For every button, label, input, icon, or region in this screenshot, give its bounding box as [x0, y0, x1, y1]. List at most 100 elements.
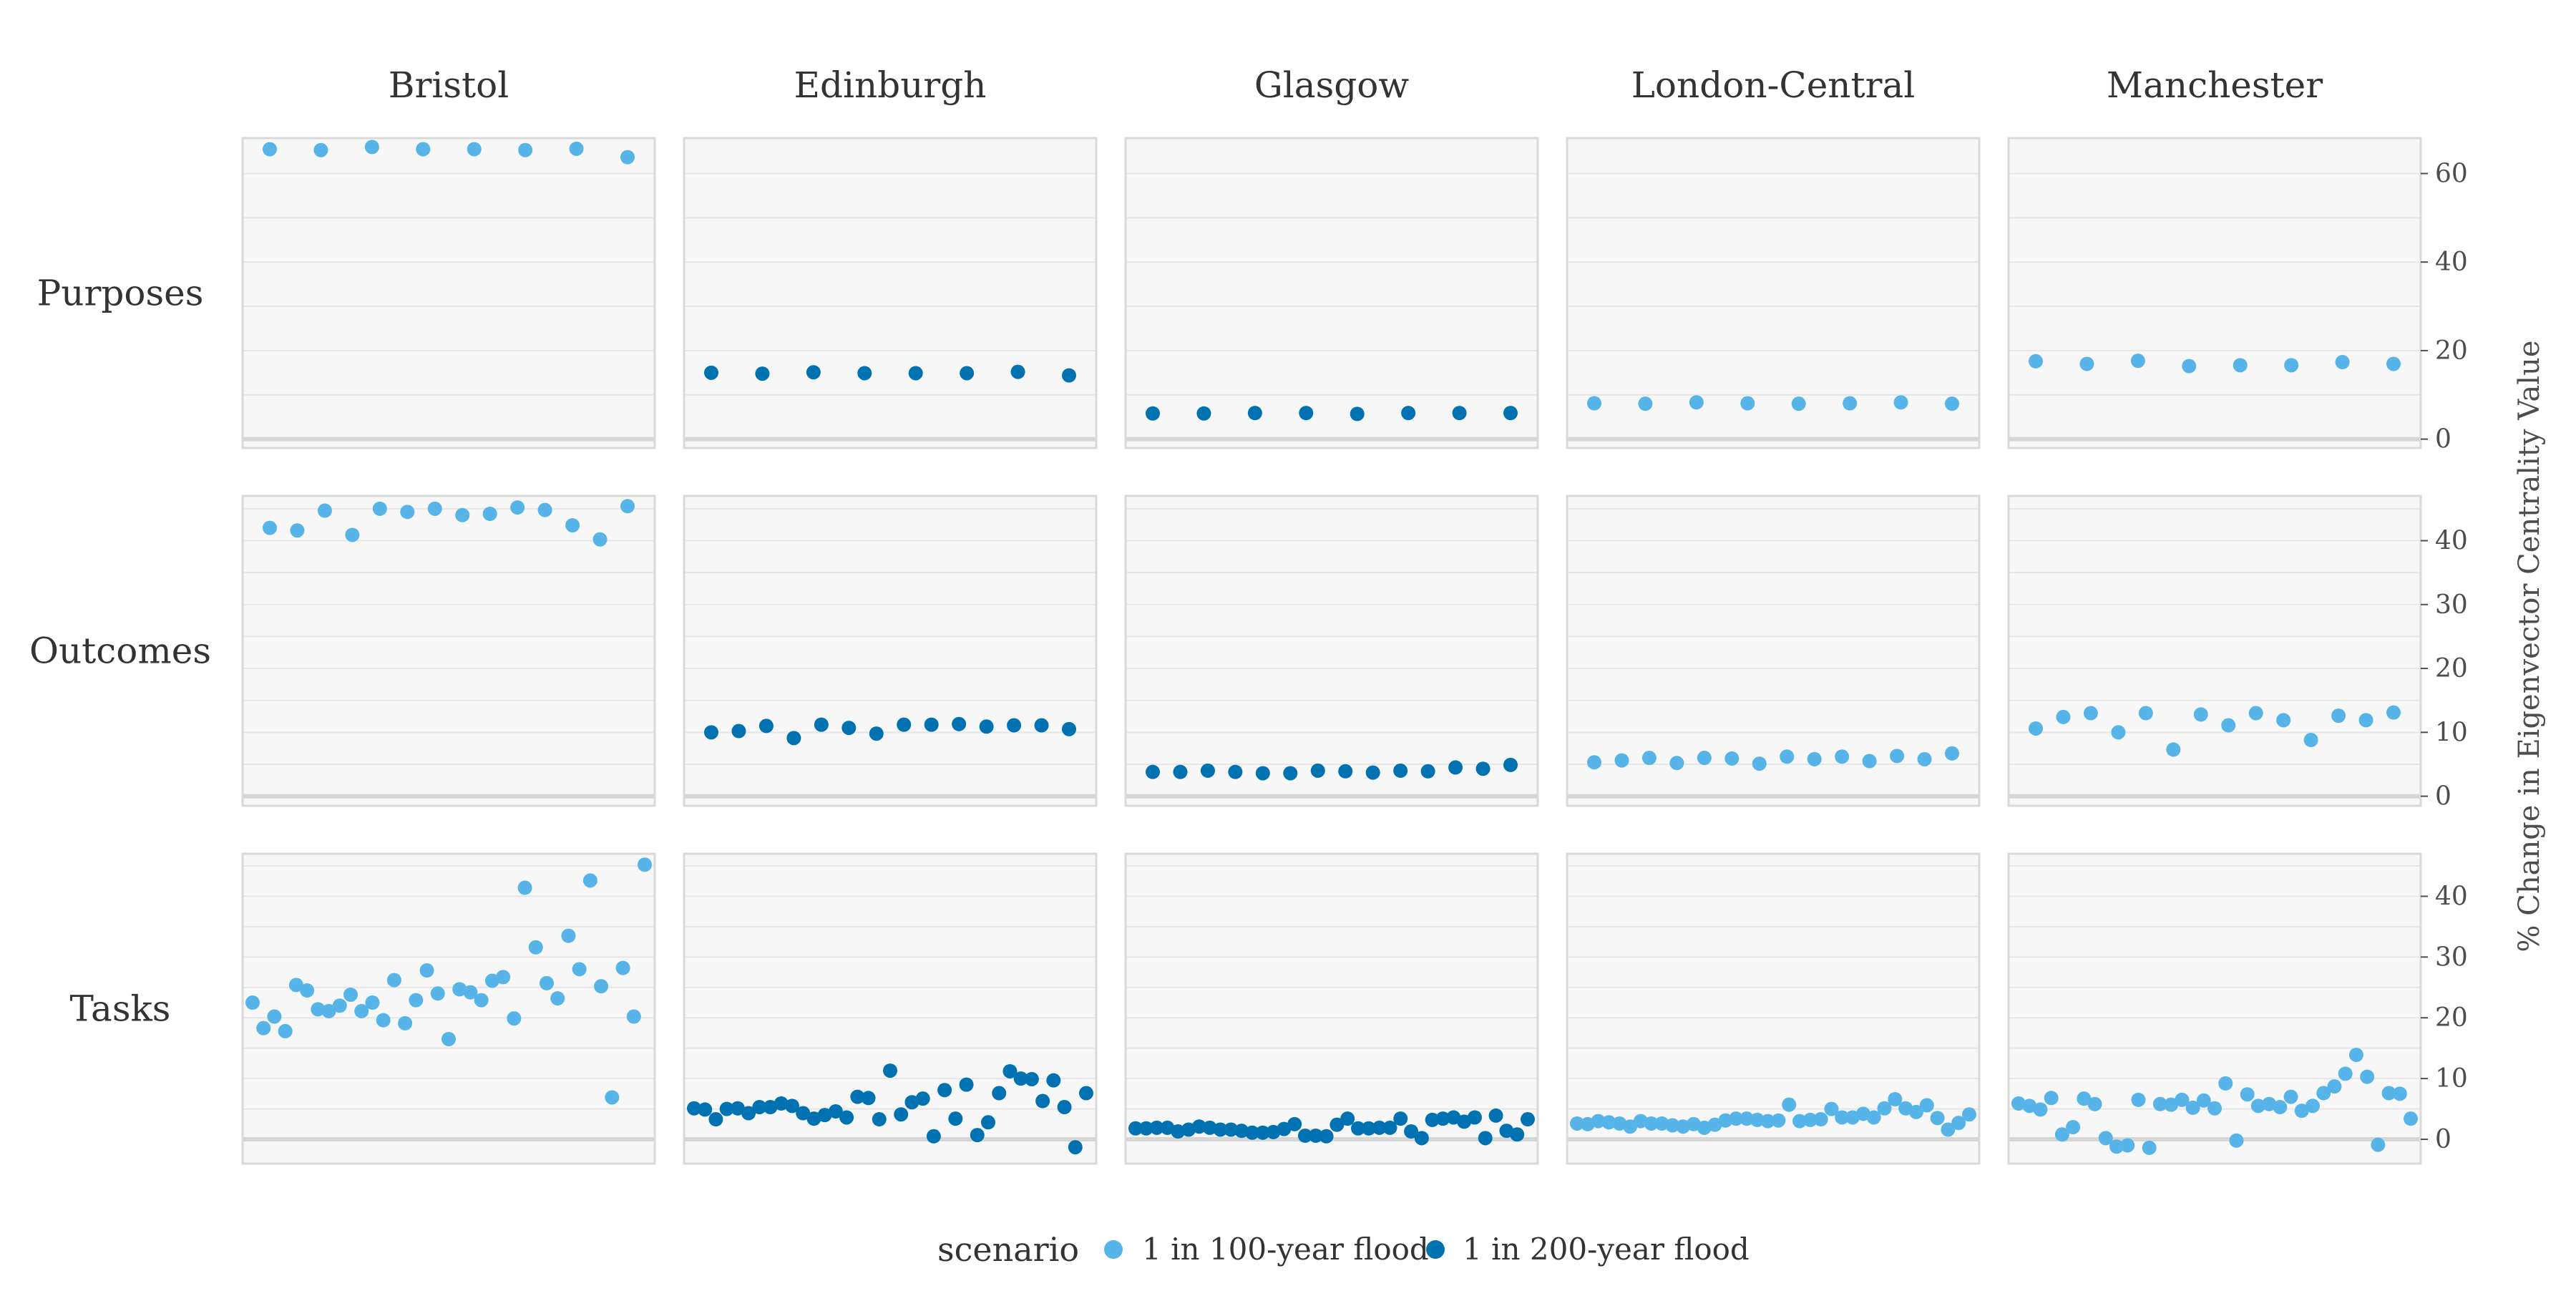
data-point-tasks-london-central — [1570, 1116, 1584, 1131]
data-point-tasks-bristol — [376, 1013, 391, 1028]
panel-background — [1567, 496, 1979, 806]
data-point-purposes-london-central — [1945, 396, 1959, 411]
data-point-tasks-manchester — [2262, 1096, 2277, 1111]
data-point-outcomes-edinburgh — [731, 724, 746, 739]
column-title-bristol: Bristol — [389, 64, 509, 106]
data-point-outcomes-manchester — [2358, 713, 2373, 728]
data-point-tasks-glasgow — [1340, 1111, 1355, 1126]
data-point-outcomes-glasgow — [1475, 761, 1491, 776]
data-point-tasks-glasgow — [1255, 1125, 1270, 1140]
data-point-outcomes-edinburgh — [841, 721, 857, 736]
data-point-tasks-bristol — [452, 982, 467, 997]
data-point-outcomes-manchester — [2276, 713, 2291, 728]
data-point-outcomes-edinburgh — [952, 716, 967, 731]
data-point-outcomes-edinburgh — [1062, 721, 1076, 736]
panel-outcomes-glasgow — [1124, 495, 1539, 807]
data-point-tasks-edinburgh — [861, 1091, 876, 1106]
data-point-tasks-london-central — [1802, 1112, 1818, 1127]
panel-border — [1124, 137, 1539, 449]
data-point-purposes-edinburgh — [1010, 364, 1025, 379]
data-point-tasks-london-central — [1729, 1111, 1744, 1126]
data-point-tasks-glasgow — [1244, 1125, 1259, 1140]
data-point-tasks-london-central — [1750, 1112, 1765, 1127]
data-point-outcomes-bristol — [290, 523, 305, 538]
data-point-outcomes-glasgow — [1228, 764, 1243, 779]
data-point-tasks-manchester — [2196, 1093, 2211, 1108]
data-point-purposes-edinburgh — [806, 365, 821, 380]
data-point-outcomes-bristol — [263, 520, 277, 535]
data-point-tasks-glasgow — [1138, 1121, 1153, 1136]
data-point-tasks-bristol — [332, 998, 347, 1013]
data-point-outcomes-london-central — [1835, 749, 1850, 764]
data-point-outcomes-glasgow — [1283, 766, 1298, 781]
data-point-outcomes-edinburgh — [1007, 718, 1022, 733]
data-point-tasks-bristol — [615, 960, 630, 975]
data-point-outcomes-edinburgh — [979, 719, 994, 734]
data-point-tasks-bristol — [343, 987, 358, 1002]
data-point-tasks-bristol — [398, 1015, 413, 1031]
data-point-purposes-manchester — [2029, 354, 2043, 369]
data-point-purposes-bristol — [313, 142, 328, 157]
y-tick-label: 20 — [2435, 336, 2468, 366]
panel-border — [2007, 137, 2422, 449]
data-point-tasks-bristol — [354, 1003, 369, 1018]
panel-border — [683, 852, 1098, 1165]
data-point-outcomes-bristol — [455, 507, 470, 522]
data-point-tasks-london-central — [1760, 1114, 1775, 1129]
data-point-tasks-glasgow — [1467, 1110, 1482, 1125]
data-point-tasks-bristol — [409, 993, 424, 1008]
data-point-purposes-glasgow — [1401, 406, 1416, 421]
data-point-outcomes-london-central — [1862, 754, 1877, 769]
data-point-tasks-london-central — [1782, 1097, 1797, 1112]
data-point-tasks-glasgow — [1171, 1124, 1186, 1139]
data-point-tasks-london-central — [1888, 1092, 1903, 1107]
panel-border — [683, 137, 1098, 449]
panel-purposes-edinburgh — [683, 137, 1098, 449]
data-point-purposes-glasgow — [1503, 406, 1518, 421]
panel-background — [684, 138, 1096, 448]
data-point-tasks-manchester — [2250, 1098, 2265, 1114]
data-point-purposes-manchester — [2182, 359, 2197, 374]
data-point-tasks-manchester — [2022, 1098, 2037, 1114]
data-point-tasks-edinburgh — [828, 1104, 843, 1119]
data-point-outcomes-london-central — [1641, 751, 1657, 766]
data-point-tasks-edinburgh — [1057, 1100, 1072, 1115]
facet-panels — [241, 137, 2422, 1165]
data-point-outcomes-bristol — [510, 500, 525, 515]
column-title-glasgow: Glasgow — [1254, 64, 1410, 106]
panel-background — [2009, 496, 2421, 806]
y-tick-label: 30 — [2435, 590, 2468, 620]
panel-tasks-manchester — [2007, 852, 2422, 1165]
data-point-tasks-manchester — [2348, 1048, 2363, 1063]
data-point-outcomes-glasgow — [1393, 763, 1408, 778]
data-point-outcomes-manchester — [2166, 742, 2181, 757]
data-point-tasks-glasgow — [1287, 1116, 1302, 1131]
data-point-tasks-manchester — [2207, 1101, 2222, 1116]
data-point-tasks-bristol — [507, 1011, 522, 1026]
data-point-tasks-bristol — [365, 995, 380, 1010]
column-title-manchester: Manchester — [2107, 64, 2323, 106]
y-tick-label: 40 — [2435, 526, 2468, 555]
data-point-tasks-manchester — [2142, 1140, 2157, 1155]
data-point-tasks-bristol — [430, 986, 445, 1001]
y-tick-label: 40 — [2435, 882, 2468, 911]
panel-background — [2009, 854, 2421, 1164]
data-point-outcomes-glasgow — [1146, 764, 1160, 779]
y-axes: 0 20 40 60 0 10 20 30 40 0 10 20 30 40 — [2421, 159, 2468, 1154]
data-point-outcomes-bristol — [345, 527, 360, 542]
data-point-outcomes-bristol — [427, 501, 442, 516]
data-point-tasks-manchester — [2131, 1092, 2146, 1107]
data-point-outcomes-london-central — [1752, 756, 1767, 771]
panel-background — [1567, 138, 1979, 448]
data-point-tasks-manchester — [2077, 1091, 2092, 1106]
data-point-tasks-bristol — [550, 991, 565, 1006]
data-point-purposes-manchester — [2284, 358, 2299, 373]
data-point-outcomes-london-central — [1890, 749, 1905, 764]
data-point-outcomes-edinburgh — [869, 726, 884, 741]
data-point-tasks-edinburgh — [915, 1091, 930, 1106]
data-point-tasks-glasgow — [1361, 1121, 1376, 1136]
data-point-purposes-london-central — [1587, 396, 1601, 411]
data-point-outcomes-bristol — [372, 501, 387, 516]
data-point-outcomes-glasgow — [1173, 764, 1188, 779]
data-point-purposes-manchester — [2079, 356, 2094, 371]
